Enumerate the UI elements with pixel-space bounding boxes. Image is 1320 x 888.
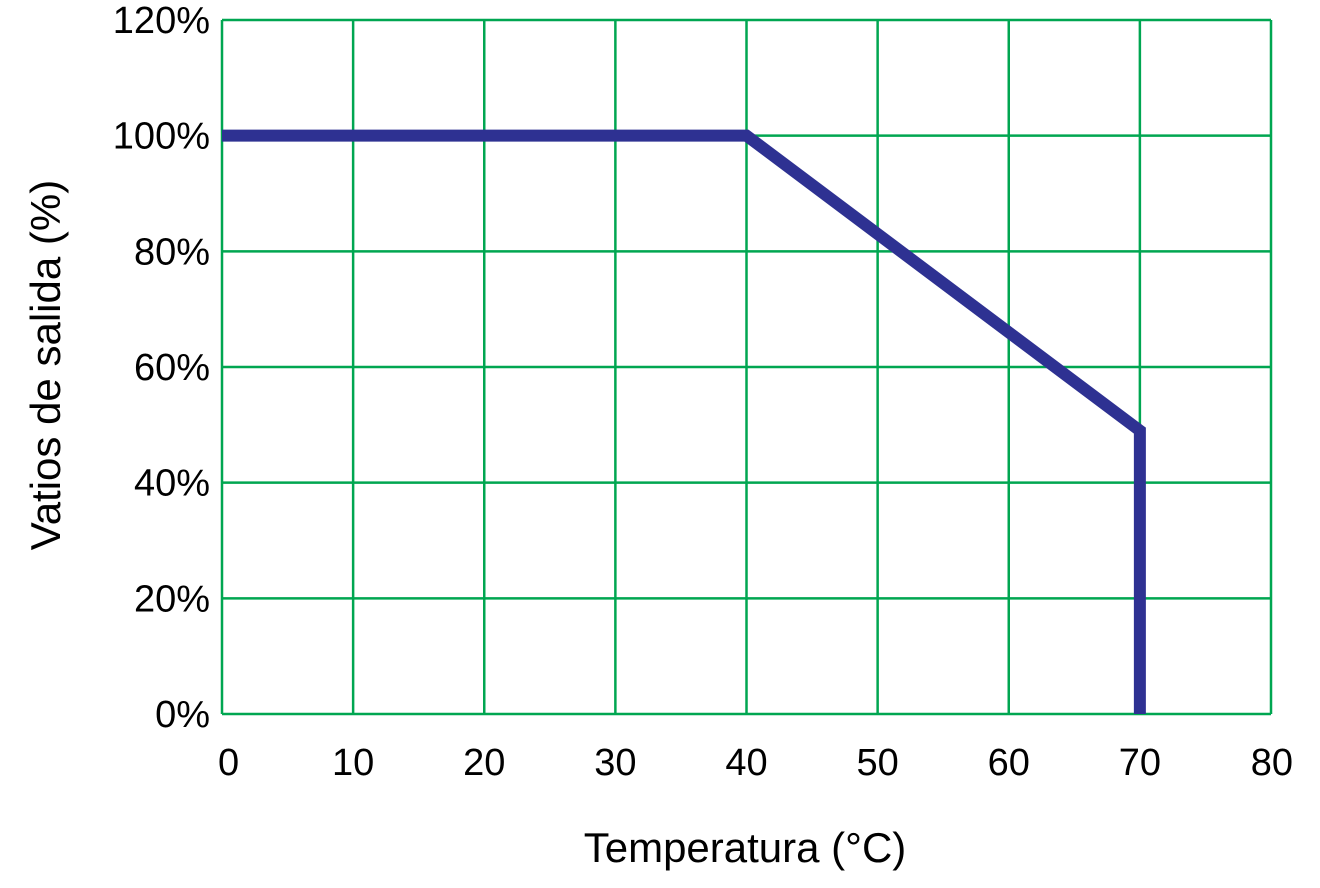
x-tick-label: 0 (218, 742, 239, 784)
y-tick-label: 60% (134, 347, 210, 389)
x-tick-label: 60 (988, 742, 1030, 784)
x-tick-label: 70 (1119, 742, 1161, 784)
y-tick-labels: 0% 20% 40% 60% 80% 100% 120% (113, 0, 210, 736)
y-tick-label: 0% (155, 694, 210, 736)
series-layer (222, 129, 1146, 714)
y-tick-label: 80% (134, 231, 210, 273)
y-tick-label: 100% (113, 116, 210, 158)
x-tick-label: 50 (856, 742, 898, 784)
x-tick-label: 10 (332, 742, 374, 784)
x-tick-label: 20 (463, 742, 505, 784)
y-axis-title: Vatios de salida (%) (22, 180, 69, 550)
series-line-0 (222, 129, 1146, 714)
y-tick-label: 40% (134, 463, 210, 505)
y-tick-label: 120% (113, 0, 210, 42)
x-tick-label: 30 (594, 742, 636, 784)
grid (220, 18, 1273, 716)
x-tick-label: 40 (725, 742, 767, 784)
x-axis-title: Temperatura (°C) (584, 824, 907, 871)
y-tick-label: 20% (134, 578, 210, 620)
x-tick-labels: 0 10 20 30 40 50 60 70 80 (218, 742, 1293, 784)
x-tick-label: 80 (1251, 742, 1293, 784)
